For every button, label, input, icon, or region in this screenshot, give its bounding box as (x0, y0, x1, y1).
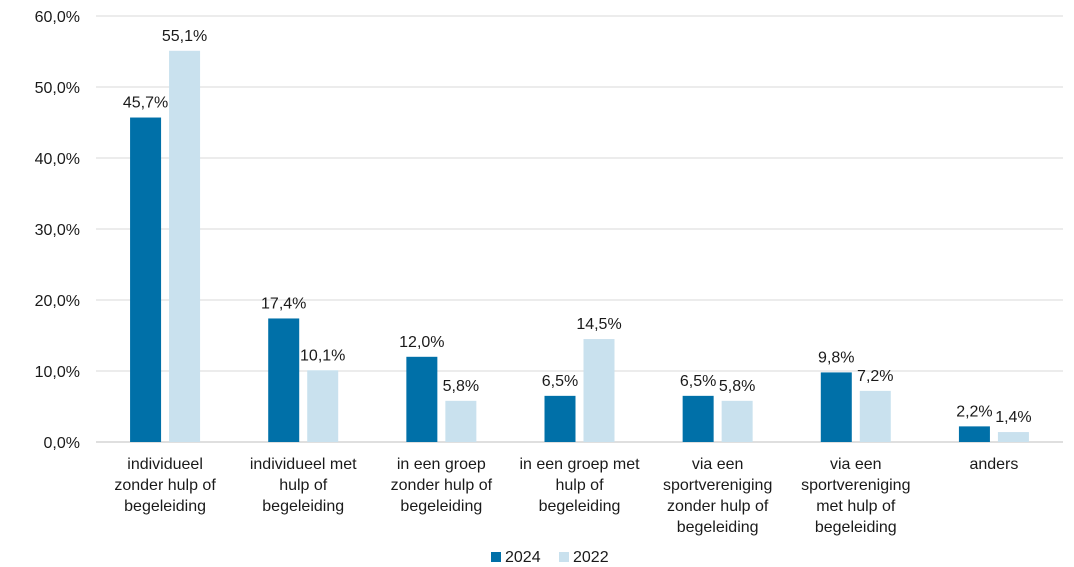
y-tick-label: 20,0% (35, 293, 80, 310)
data-label-2024-7: 2,2% (956, 403, 992, 420)
y-tick-label: 10,0% (35, 364, 80, 381)
data-label-2022-2: 10,1% (300, 347, 345, 364)
bar-2022-4 (583, 339, 615, 442)
bar-2024-4 (544, 395, 576, 442)
category-label-6: via een sportvereniging met hulp of begelei… (801, 456, 910, 536)
bar-2024-1 (130, 117, 162, 442)
category-label-2: individueel met hulp of begeleiding (250, 456, 357, 515)
category-label-7: anders (969, 456, 1018, 473)
bars (130, 50, 1029, 442)
legend-swatch-2022 (559, 552, 569, 562)
x-axis: individueel zonder hulp of begeleiding indi… (114, 456, 1018, 536)
y-tick-label: 40,0% (35, 151, 80, 168)
category-label-1: individueel zonder hulp of begeleiding (114, 456, 216, 515)
data-label-2024-6: 9,8% (818, 349, 854, 366)
data-label-2022-7: 1,4% (995, 409, 1031, 426)
data-label-2024-1: 45,7% (123, 95, 168, 112)
bar-2022-2 (307, 370, 339, 442)
bar-2022-1 (169, 50, 201, 442)
data-label-2024-3: 12,0% (399, 334, 444, 351)
bar-2022-7 (997, 432, 1029, 442)
data-label-2022-5: 5,8% (719, 378, 755, 395)
data-label-2024-2: 17,4% (261, 295, 306, 312)
legend: 2024 2022 (491, 549, 609, 566)
bar-2024-3 (406, 356, 438, 442)
data-label-2024-5: 6,5% (680, 373, 716, 390)
y-tick-label: 30,0% (35, 222, 80, 239)
legend-label-2024: 2024 (505, 549, 541, 566)
legend-label-2022: 2022 (573, 549, 609, 566)
data-label-2022-4: 14,5% (576, 316, 621, 333)
y-tick-label: 50,0% (35, 80, 80, 97)
data-label-2022-3: 5,8% (443, 378, 479, 395)
bar-2024-6 (820, 372, 852, 442)
y-tick-label: 0,0% (44, 435, 80, 452)
data-label-2024-4: 6,5% (542, 373, 578, 390)
bar-2022-6 (859, 390, 891, 442)
bar-2024-7 (958, 426, 990, 442)
bar-2024-5 (682, 395, 714, 442)
category-label-4: in een groep met hulp of begeleiding (519, 456, 640, 515)
legend-swatch-2024 (491, 552, 501, 562)
bar-2024-2 (268, 318, 300, 442)
bar-2022-5 (721, 400, 753, 442)
y-axis: 0,0% 10,0% 20,0% 30,0% 40,0% 50,0% 60,0% (35, 9, 80, 452)
data-label-2022-6: 7,2% (857, 368, 893, 385)
bar-2022-3 (445, 400, 477, 442)
category-label-5: via een sportvereniging zonder hulp of bege… (663, 456, 772, 536)
y-tick-label: 60,0% (35, 9, 80, 26)
data-labels: 45,7% 17,4% 12,0% 6,5% 6,5% 9,8% 2,2% 55,1% 10,1… (123, 28, 1032, 426)
data-label-2022-1: 55,1% (162, 28, 207, 45)
gridlines (96, 15, 1063, 443)
category-label-3: in een groep zonder hulp of begeleiding (391, 456, 493, 515)
